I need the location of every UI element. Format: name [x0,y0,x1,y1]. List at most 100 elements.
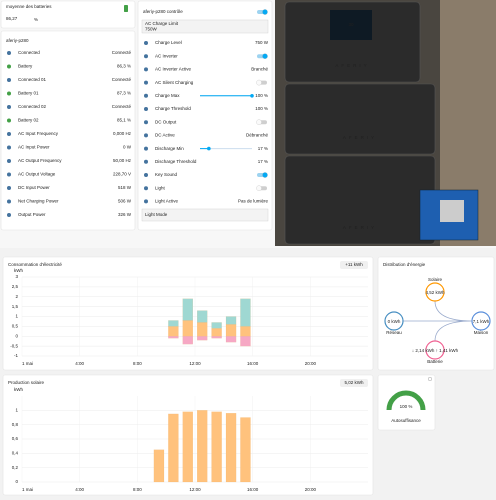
y-tick-label: 0,2 [12,465,19,470]
y-tick-label: 0 [15,479,18,484]
row-label: AC Silent Charging [155,80,194,85]
bar [240,326,251,337]
footer-select[interactable] [141,208,269,222]
chart-badge [340,261,368,269]
row-label: Discharge Threshold [155,159,197,164]
row-icon [144,41,148,45]
row-label: Connected 01 [18,77,47,82]
row-label: Connected [18,50,40,55]
y-tick-label: 2,5 [12,284,19,289]
row-value: Débranché [246,133,269,138]
x-tick-label: 16:00 [247,361,259,366]
bar [168,320,179,327]
row-value: 228,70 V [113,172,131,177]
row-label: DC Output [155,119,177,124]
row-label: AC Output Frequency [18,158,62,163]
y-tick-label: 3 [15,274,18,279]
row-toggle-knob [256,185,262,191]
row-icon [7,213,11,217]
esp-chip [440,200,464,222]
bar [168,413,179,483]
row-icon [7,105,11,109]
x-tick-label: 4:00 [75,487,84,492]
row-value: Connecté [112,50,132,55]
row-icon [144,107,148,111]
title-toggle-knob [262,9,268,15]
slider-knob[interactable] [250,94,254,98]
bar [240,298,251,327]
device-unit [284,1,421,83]
x-tick-label: 1 mai [22,487,33,492]
row-label: Battery [18,64,33,69]
row-label: Battery 02 [18,118,39,123]
bar [182,298,193,321]
bar [197,336,208,341]
row-value: 50,00 Hz [113,158,132,163]
row-value: 17 % [258,159,268,164]
row-label: Charge Max [155,93,180,98]
battery-icon [124,5,128,12]
select-box[interactable] [141,19,269,34]
slider-label: 17 % [258,146,268,151]
row-label: Connected 02 [18,104,47,109]
y-tick-label: 0,5 [12,324,19,329]
battery-unit: % [34,17,38,22]
x-tick-label: 8:00 [133,487,142,492]
gauge-label: Autosuffisance [391,418,421,423]
select-label: AC Charge Limit [145,21,179,26]
distribution-title: Distribution d'énergie [383,262,426,267]
row-label: Charge Threshold [155,106,191,111]
row-label: Key Sound [155,172,178,177]
bar [197,310,208,323]
row-icon [144,199,148,204]
x-tick-label: 16:00 [247,487,259,492]
y-axis-label: kWh [14,387,23,392]
flow-node [425,282,445,302]
status-title: aferiy-p280 [6,38,29,43]
bar [182,411,193,483]
chart-badge-text: +11 kWh [345,262,363,267]
row-icon [144,67,148,72]
y-tick-label: -1 [14,353,18,358]
row-toggle-knob [262,172,268,178]
autarky-card [377,374,436,431]
distribution-card [377,256,495,371]
row-label: DC Input Power [18,185,50,190]
slider-knob[interactable] [207,146,211,151]
row-icon [144,133,148,138]
x-tick-label: 12:00 [189,487,201,492]
y-tick-label: 1,5 [12,304,19,309]
x-tick-label: 20:00 [305,361,317,366]
battery-card [0,0,136,29]
select-value: 750W [145,27,158,32]
device-unit [284,155,436,245]
row-label: Battery 01 [18,91,39,96]
row-value: Pas de lumière [238,199,269,204]
row-value: Branché [251,67,268,72]
row-toggle-knob [256,119,262,125]
row-icon [7,64,11,69]
row-label: AC Inverter [155,53,178,58]
row-value: 85,1 % [117,118,131,123]
row-icon [144,146,148,151]
row-toggle-knob [256,79,262,86]
row-value: 100 % [255,106,268,111]
row-icon [7,51,11,55]
bar [240,417,251,483]
display-value: 30 [348,22,354,27]
row-icon [144,54,148,59]
flow-node [471,311,491,331]
row-value: 0,000 Hz [113,131,132,136]
row-value: 86,3 % [117,64,131,69]
bar [211,322,222,329]
y-tick-label: 0,8 [12,422,19,427]
battery-label: moyenne des batteries [6,4,52,9]
row-value: 750 W [255,40,269,45]
bar [197,410,208,483]
row-icon [7,159,11,163]
flow-node [384,311,404,331]
row-label: Charge Level [155,40,182,45]
gauge-arc [386,390,426,411]
row-icon [7,172,11,177]
bar [197,322,208,337]
